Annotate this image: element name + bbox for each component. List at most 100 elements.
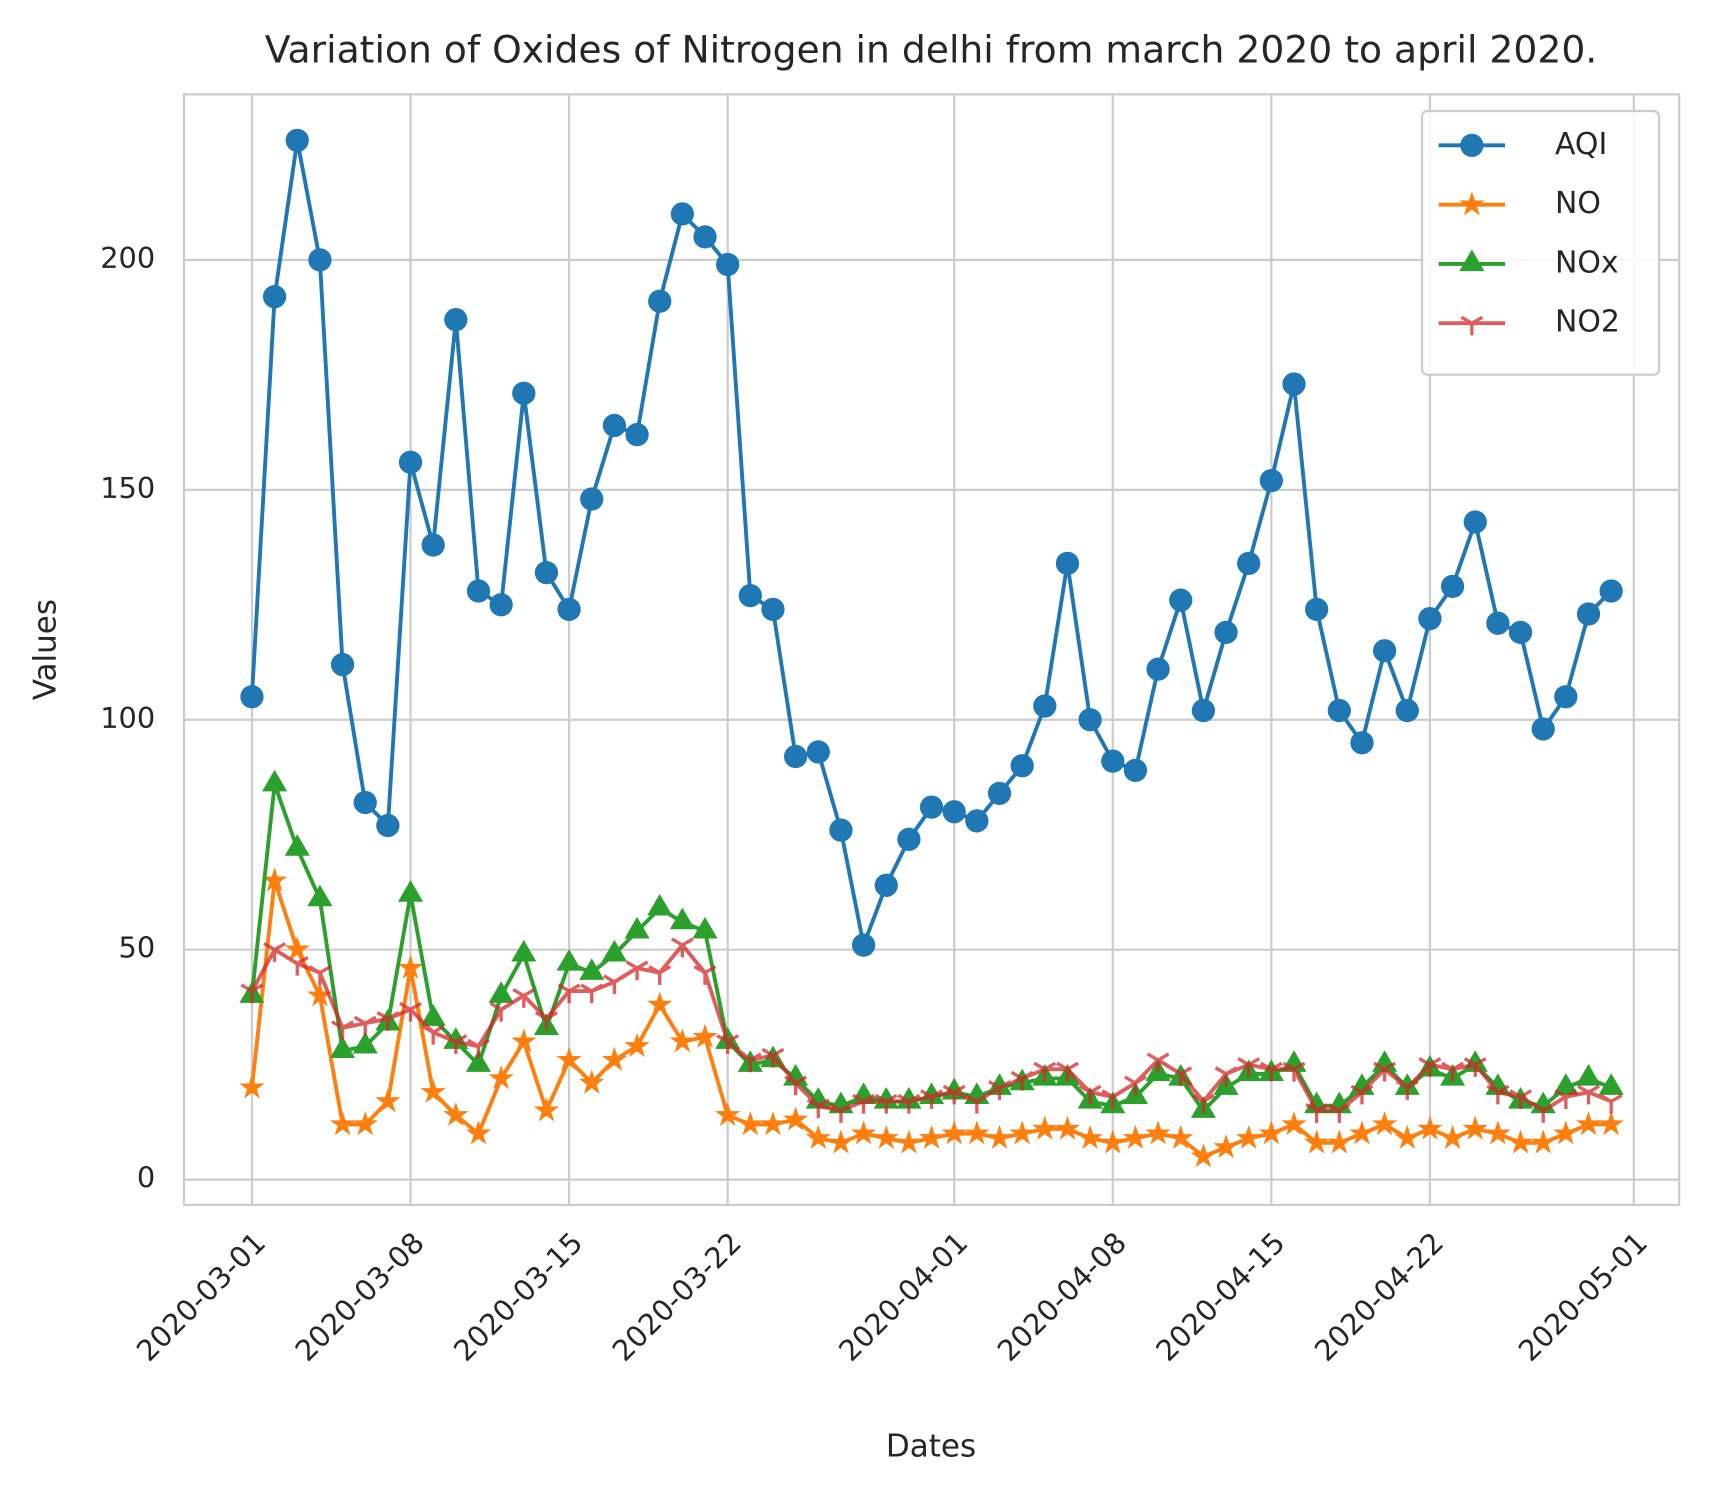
marker bbox=[1417, 1115, 1443, 1140]
x-tick-label: 2020-04-22 bbox=[1308, 1225, 1450, 1367]
marker bbox=[1462, 1115, 1488, 1140]
marker bbox=[1009, 1120, 1035, 1145]
marker bbox=[284, 936, 310, 961]
marker bbox=[1214, 1066, 1238, 1087]
marker bbox=[1418, 606, 1442, 631]
marker bbox=[1553, 1120, 1579, 1145]
marker bbox=[714, 1101, 741, 1126]
marker bbox=[1259, 468, 1283, 493]
marker bbox=[399, 1001, 422, 1022]
marker bbox=[444, 308, 468, 332]
marker bbox=[1077, 1124, 1103, 1149]
marker bbox=[465, 1050, 492, 1072]
marker bbox=[557, 983, 581, 1004]
marker bbox=[669, 1028, 696, 1053]
marker bbox=[1531, 1103, 1555, 1123]
marker bbox=[443, 1101, 469, 1126]
marker bbox=[375, 1088, 401, 1113]
marker bbox=[942, 800, 966, 824]
marker bbox=[648, 965, 672, 985]
marker bbox=[1259, 1061, 1283, 1082]
marker bbox=[557, 597, 581, 622]
legend: AQI NO NOx NO2 bbox=[1420, 109, 1661, 376]
marker bbox=[1395, 698, 1419, 723]
x-tick-label: 2020-05-01 bbox=[1512, 1225, 1654, 1367]
marker bbox=[1100, 1129, 1126, 1154]
marker bbox=[239, 1074, 265, 1099]
x-tick-label: 2020-03-15 bbox=[447, 1225, 589, 1367]
marker bbox=[284, 834, 310, 856]
marker bbox=[1055, 551, 1080, 576]
marker bbox=[692, 1023, 718, 1048]
y-tick-label: 150 bbox=[100, 471, 155, 505]
marker bbox=[444, 1034, 468, 1054]
marker bbox=[488, 981, 514, 1003]
marker bbox=[1258, 1120, 1285, 1145]
marker bbox=[624, 1033, 650, 1058]
marker bbox=[488, 1065, 514, 1090]
marker bbox=[1440, 574, 1465, 599]
marker bbox=[693, 225, 717, 249]
marker bbox=[920, 1089, 943, 1110]
marker bbox=[987, 781, 1012, 805]
marker bbox=[489, 1001, 513, 1022]
marker bbox=[329, 1111, 356, 1136]
marker bbox=[1459, 249, 1485, 272]
marker bbox=[1576, 602, 1601, 626]
marker bbox=[1327, 698, 1351, 723]
marker bbox=[1282, 1061, 1306, 1082]
marker bbox=[1439, 1124, 1466, 1149]
marker bbox=[1350, 731, 1374, 755]
marker bbox=[1599, 579, 1623, 603]
marker bbox=[352, 1031, 378, 1054]
marker bbox=[376, 813, 400, 838]
marker bbox=[579, 1069, 605, 1094]
marker bbox=[602, 974, 626, 995]
marker bbox=[262, 769, 288, 792]
marker bbox=[625, 960, 649, 981]
marker bbox=[1326, 1129, 1352, 1154]
marker bbox=[467, 1038, 490, 1059]
marker bbox=[1033, 694, 1057, 718]
marker bbox=[1054, 1115, 1081, 1140]
marker bbox=[285, 128, 309, 152]
marker bbox=[1460, 133, 1484, 157]
marker bbox=[1350, 1084, 1374, 1105]
marker bbox=[533, 1097, 560, 1122]
marker bbox=[986, 1124, 1013, 1149]
legend-item bbox=[1438, 315, 1506, 336]
marker bbox=[511, 1028, 537, 1053]
marker bbox=[1078, 1084, 1102, 1105]
marker bbox=[896, 1129, 922, 1154]
x-tick-label: 2020-03-01 bbox=[130, 1225, 272, 1367]
marker bbox=[535, 1011, 558, 1031]
marker bbox=[580, 983, 604, 1004]
marker bbox=[784, 1075, 808, 1096]
marker bbox=[1598, 1073, 1624, 1095]
marker bbox=[806, 1098, 830, 1119]
marker bbox=[965, 809, 989, 833]
marker bbox=[1485, 1120, 1511, 1145]
marker bbox=[330, 1036, 356, 1059]
marker bbox=[874, 1093, 898, 1114]
marker bbox=[670, 202, 695, 226]
marker bbox=[556, 1046, 582, 1071]
marker bbox=[647, 991, 673, 1016]
marker bbox=[331, 1020, 354, 1041]
marker bbox=[873, 1124, 899, 1149]
marker bbox=[262, 285, 287, 309]
marker bbox=[1349, 1120, 1375, 1145]
marker bbox=[376, 1011, 400, 1031]
marker bbox=[850, 1120, 877, 1145]
marker bbox=[307, 982, 333, 1007]
marker bbox=[693, 965, 717, 985]
marker bbox=[761, 1047, 785, 1068]
legend-item bbox=[1438, 133, 1506, 157]
marker bbox=[1372, 1111, 1398, 1136]
marker bbox=[512, 381, 536, 405]
marker bbox=[397, 880, 424, 902]
legend-item bbox=[1438, 191, 1506, 216]
marker bbox=[783, 744, 808, 769]
marker bbox=[692, 916, 718, 939]
